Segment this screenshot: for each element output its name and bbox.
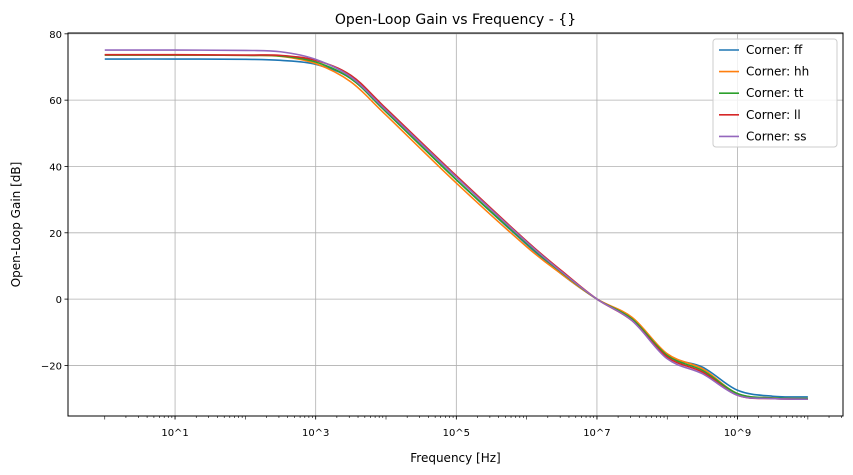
y-tick-label: 80 [49,30,62,41]
y-tick-label: 0 [56,295,62,306]
y-tick-label: −20 [41,361,62,372]
y-tick-label: 60 [49,96,62,107]
legend-label: Corner: tt [746,86,804,100]
x-tick-label: 10^5 [443,428,470,439]
plot-frame [67,32,844,417]
series-line-ss [104,49,808,401]
legend: Corner: ff Corner: hh Corner: tt Corner: ll… [712,38,838,148]
x-tick-label: 10^1 [161,428,188,439]
y-axis-label: Open-Loop Gain [dB] [9,162,23,288]
series-lines [104,49,808,401]
x-tick-label: 10^7 [583,428,610,439]
ticks: −20 0 20 40 60 80 [41,30,842,420]
x-tick-label: 10^9 [724,428,751,439]
y-tick-label: 40 [49,162,62,173]
chart-title: Open-Loop Gain vs Frequency - {} [335,12,576,28]
x-axis-label: Frequency [Hz] [410,451,501,465]
legend-box [712,38,838,148]
x-tick-labels: 10^1 10^3 10^5 10^7 10^9 [161,428,751,439]
x-tick-label: 10^3 [302,428,329,439]
legend-label: Corner: ff [746,43,803,57]
legend-label: Corner: ll [746,108,801,122]
y-tick-label: 20 [49,229,62,240]
legend-label: Corner: hh [746,65,809,79]
legend-label: Corner: ss [746,129,807,143]
